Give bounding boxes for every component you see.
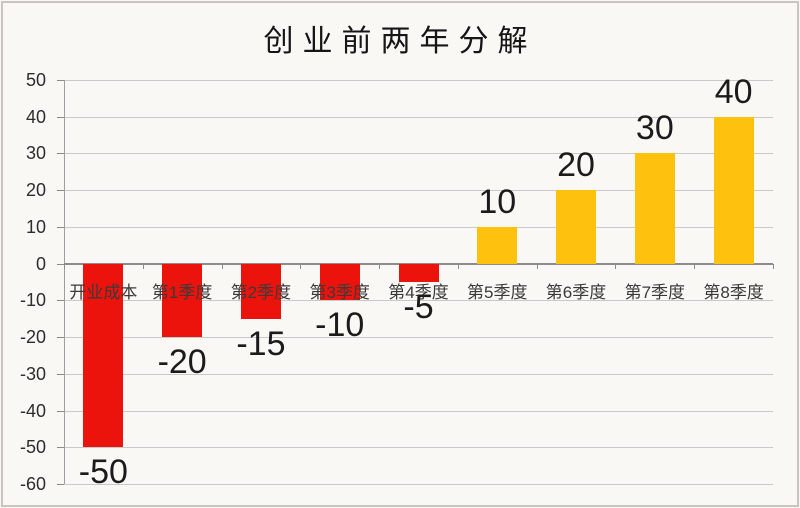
x-axis-tick [300,263,302,269]
y-tick-label: 30 [25,143,46,164]
bar-value-label: -20 [157,343,207,382]
y-tick-label: -20 [19,327,46,348]
gridline [64,80,773,81]
category-label: 第3季度 [309,282,370,302]
y-tick-label: 40 [25,106,46,127]
bar-value-label: -15 [236,324,286,363]
x-axis-tick [142,263,144,269]
y-axis-tick [57,116,64,118]
bar-value-label: -5 [403,288,434,326]
x-axis-tick [694,263,696,269]
y-axis-tick [57,190,64,192]
gridline [64,410,773,412]
gridline [64,116,773,118]
gridline [64,484,773,485]
category-label: 第1季度 [151,282,213,302]
gridline [64,153,773,155]
y-axis-tick [57,447,64,449]
x-axis-tick [615,263,617,269]
y-axis-tick [57,410,64,412]
bar [713,116,754,264]
bar [477,226,518,264]
y-axis-tick [57,263,64,265]
y-tick-label: -40 [19,400,46,421]
bar-value-label: -10 [315,306,365,345]
bar [398,263,439,282]
x-axis-tick [536,263,538,269]
y-tick-label: -60 [19,474,46,494]
bar [556,190,597,264]
category-label: 第8季度 [703,282,764,302]
y-tick-label: 50 [25,70,46,90]
gridline [64,300,773,302]
y-axis-tick [57,373,64,375]
category-label: 开业成本 [69,282,138,302]
chart-title: 创业前两年分解 [263,25,537,58]
bar [83,263,124,448]
gridline [64,337,773,339]
gridline [64,447,773,449]
category-label: 第7季度 [624,282,686,302]
bar [634,153,675,264]
y-axis-tick [57,484,64,485]
y-tick-label: 20 [25,180,46,201]
bar-value-label: -50 [78,453,128,492]
bar-value-label: 30 [635,109,674,148]
bar [319,263,360,301]
y-tick-label: -50 [19,437,46,458]
y-axis-tick [57,153,64,155]
y-tick-label: 0 [35,253,46,274]
bar-value-label: 20 [557,146,595,185]
category-label: 第2季度 [230,282,292,302]
category-label: 第4季度 [388,282,449,302]
x-axis-tick [221,263,223,269]
bar [162,263,203,338]
y-tick-label: -30 [19,363,46,384]
y-axis-tick [57,226,64,228]
y-tick-label: -10 [19,290,46,311]
bar-value-label: 40 [714,72,753,111]
gridline [64,373,773,375]
y-axis-tick [57,300,64,302]
category-label: 第5季度 [467,282,528,302]
bar [240,263,281,319]
y-axis-tick [57,337,64,339]
bar-value-label: 10 [478,182,517,221]
x-axis-tick [773,263,774,269]
y-tick-label: 10 [25,216,46,237]
y-axis-tick [57,80,64,81]
y-axis-line [64,80,65,484]
x-axis-tick [457,263,459,269]
gridline [64,190,773,192]
x-axis-tick [379,263,381,269]
category-label: 第6季度 [545,282,607,302]
gridline [64,226,773,228]
x-axis-tick [64,263,65,269]
